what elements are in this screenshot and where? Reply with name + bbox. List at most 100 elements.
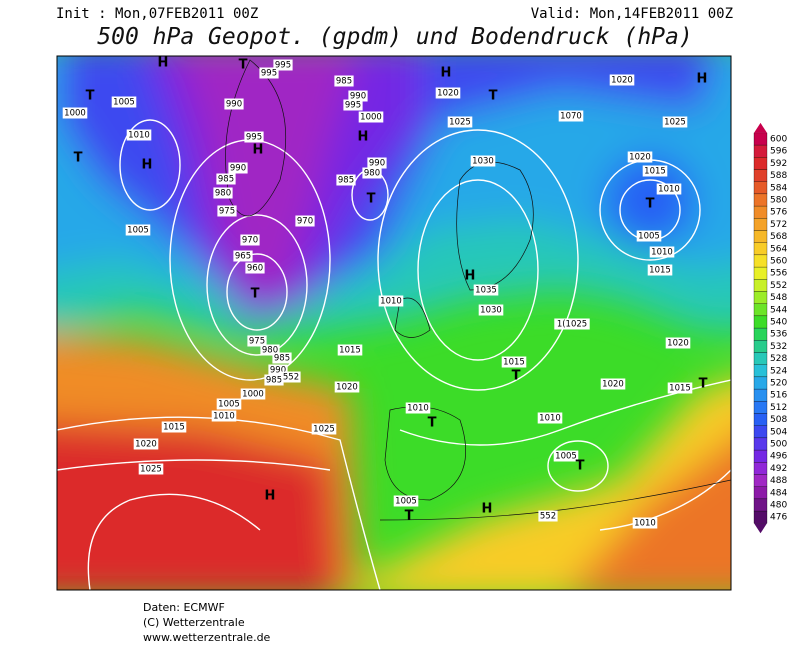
isobar-label: 985 bbox=[274, 354, 290, 364]
legend-swatch bbox=[753, 230, 768, 243]
isobar-label: 1025 bbox=[140, 465, 162, 475]
legend-level: 580 bbox=[770, 196, 787, 206]
isobar-label: 995 bbox=[246, 133, 262, 143]
legend-swatch bbox=[753, 254, 768, 268]
label-box bbox=[111, 96, 137, 108]
label-box bbox=[473, 284, 499, 296]
legend-swatch bbox=[753, 462, 768, 475]
field-orange-east bbox=[569, 441, 731, 590]
isobar-label: 1030 bbox=[480, 306, 502, 316]
label-box bbox=[336, 174, 356, 186]
footer-line: www.wetterzentrale.de bbox=[143, 631, 271, 644]
isobar-label: 980 bbox=[262, 346, 278, 356]
isobar-label: 980 bbox=[364, 169, 380, 179]
isobar-label: 1020 bbox=[602, 380, 624, 390]
label-box bbox=[244, 131, 264, 143]
coastline bbox=[456, 161, 534, 291]
legend-level: 488 bbox=[770, 476, 787, 486]
label-box bbox=[405, 402, 431, 414]
legend-swatch bbox=[753, 169, 768, 182]
isobar-label: 1015 bbox=[339, 346, 361, 356]
pressure-center: H bbox=[158, 56, 169, 71]
legend-swatch bbox=[753, 279, 768, 292]
legend-level: 492 bbox=[770, 464, 787, 474]
coastline bbox=[394, 297, 431, 338]
label-box bbox=[281, 371, 301, 383]
label-box bbox=[216, 173, 236, 185]
field-purple bbox=[176, 56, 356, 300]
label-box bbox=[133, 438, 159, 450]
coastlines bbox=[225, 59, 731, 521]
label-box bbox=[393, 495, 419, 507]
legend-swatch bbox=[753, 315, 768, 329]
label-box bbox=[662, 116, 688, 128]
label-box bbox=[126, 129, 152, 141]
legend-level: 584 bbox=[770, 183, 787, 193]
isobar-label: 1015 bbox=[503, 358, 525, 368]
isobar-label: 1020 bbox=[611, 76, 633, 86]
label-box bbox=[125, 224, 151, 236]
label-box bbox=[447, 116, 473, 128]
isobar-label: 970 bbox=[297, 217, 313, 227]
legend-swatch bbox=[753, 401, 768, 414]
isobar bbox=[87, 493, 261, 590]
isobar-label: 990 bbox=[226, 100, 242, 110]
isobar-label: 990 bbox=[350, 92, 366, 102]
isobar-label: 1005 bbox=[555, 452, 577, 462]
isobar-label: 980 bbox=[215, 189, 231, 199]
pressure-center: H bbox=[441, 66, 452, 81]
legend-level: 512 bbox=[770, 403, 787, 413]
isobar-label: 975 bbox=[249, 337, 265, 347]
coastline bbox=[379, 479, 731, 521]
isobar-label: 990 bbox=[230, 164, 246, 174]
legend-arrow-top bbox=[754, 122, 767, 133]
isobar-label: 1020 bbox=[336, 383, 358, 393]
isobar-label: 985 bbox=[218, 175, 234, 185]
legend-level: 600 bbox=[770, 135, 787, 145]
label-box bbox=[656, 183, 682, 195]
isobar bbox=[57, 459, 331, 471]
footer-line: (C) Wetterzentrale bbox=[143, 616, 245, 629]
label-box bbox=[311, 423, 337, 435]
legend-level: 524 bbox=[770, 366, 787, 376]
label-box bbox=[343, 99, 363, 111]
map-title: 500 hPa Geopot. (gpdm) und Bodendruck (h… bbox=[97, 24, 692, 50]
isobar-label: 1005 bbox=[638, 232, 660, 242]
label-box bbox=[667, 382, 693, 394]
legend-swatch bbox=[753, 327, 768, 341]
isobar-label: 1000 bbox=[360, 113, 382, 123]
isobar-label: 990 bbox=[369, 159, 385, 169]
label-box bbox=[537, 412, 563, 424]
isobar-label: 1010 bbox=[213, 412, 235, 422]
legend-swatch bbox=[753, 425, 768, 439]
label-box bbox=[273, 59, 293, 71]
pressure-center: H bbox=[697, 72, 708, 87]
pressure-center: T bbox=[699, 377, 708, 392]
legend-level: 556 bbox=[770, 269, 787, 279]
isobar-label: 1015 bbox=[649, 266, 671, 276]
label-box bbox=[470, 155, 496, 167]
label-box bbox=[211, 410, 237, 422]
legend-level: 572 bbox=[770, 220, 787, 230]
pressure-center: T bbox=[646, 197, 655, 212]
label-box bbox=[272, 352, 292, 364]
legend-swatch bbox=[753, 266, 768, 280]
pressure-center: T bbox=[239, 58, 248, 73]
legend-arrow-bottom bbox=[754, 523, 767, 534]
pressure-center: T bbox=[405, 509, 414, 524]
label-box bbox=[213, 187, 233, 199]
isobar-label: 1010 bbox=[634, 519, 656, 529]
isobar-label: 975 bbox=[219, 207, 235, 217]
isobar-label: 1025 bbox=[664, 118, 686, 128]
label-box bbox=[647, 264, 673, 276]
legend-swatch bbox=[753, 449, 768, 463]
pressure-center: T bbox=[74, 151, 83, 166]
label-box bbox=[217, 205, 237, 217]
legend-level: 496 bbox=[770, 452, 787, 462]
isobar-label: 1025 bbox=[313, 425, 335, 435]
label-box bbox=[501, 356, 527, 368]
isobar-label: 1005 bbox=[113, 98, 135, 108]
legend-level: 552 bbox=[770, 281, 787, 291]
